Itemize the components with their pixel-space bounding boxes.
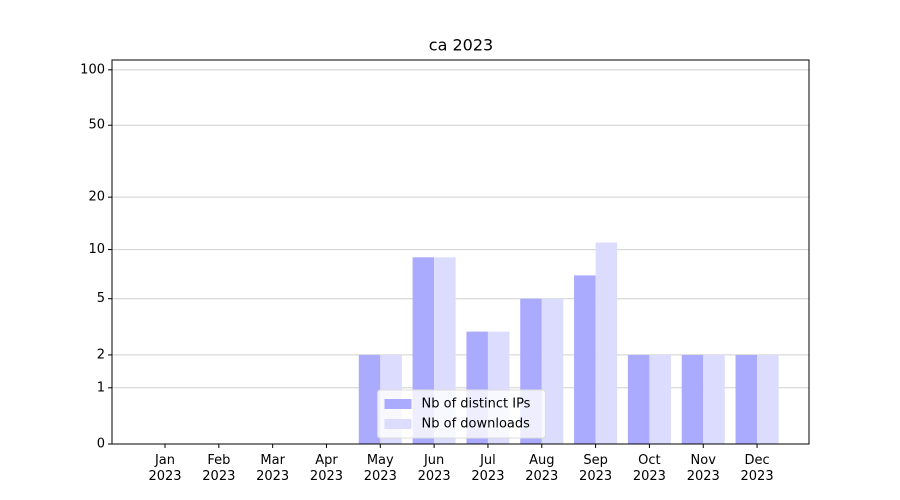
- bar: [681, 354, 704, 444]
- y-tick-label: 1: [97, 380, 105, 395]
- x-tick-label: Mar 2023: [256, 453, 290, 484]
- x-tick-label: Oct 2023: [632, 453, 666, 484]
- bar: [595, 242, 618, 444]
- legend-box: [377, 389, 546, 439]
- plot-frame: [111, 59, 810, 445]
- x-tick-label: Aug 2023: [525, 453, 559, 484]
- x-tick-label: Jan 2023: [148, 453, 182, 484]
- bar: [627, 354, 650, 444]
- y-tick-label: 20: [88, 190, 105, 205]
- x-tick-label: Sep 2023: [579, 453, 613, 484]
- x-tick-label: Feb 2023: [202, 453, 236, 484]
- y-tick-label: 0: [97, 437, 105, 452]
- bar: [649, 354, 671, 444]
- legend-label: Nb of downloads: [422, 417, 531, 432]
- bar: [541, 298, 564, 444]
- bar: [574, 275, 596, 444]
- x-tick-label: May 2023: [363, 453, 397, 484]
- x-tick-label: Dec 2023: [740, 453, 774, 484]
- chart-title: ca 2023: [429, 36, 493, 55]
- x-tick-label: Nov 2023: [686, 453, 720, 484]
- x-tick-label: Apr 2023: [309, 453, 344, 484]
- bar: [703, 354, 725, 444]
- legend-swatch: [384, 399, 412, 409]
- legend: Nb of distinct IPs Nb of downloads: [377, 389, 546, 439]
- bar: [358, 354, 381, 444]
- y-tick-label: 100: [80, 62, 105, 77]
- legend-swatch: [384, 419, 412, 429]
- bar: [757, 354, 779, 444]
- y-tick-label: 50: [88, 118, 105, 133]
- y-tick-label: 5: [97, 291, 105, 306]
- bar: [735, 354, 758, 444]
- y-tick-label: 2: [97, 347, 105, 362]
- x-tick-label: Jul 2023: [471, 453, 505, 484]
- y-tick-label: 10: [88, 242, 105, 257]
- legend-label: Nb of distinct IPs: [422, 397, 531, 412]
- x-tick-label: Jun 2023: [417, 453, 451, 484]
